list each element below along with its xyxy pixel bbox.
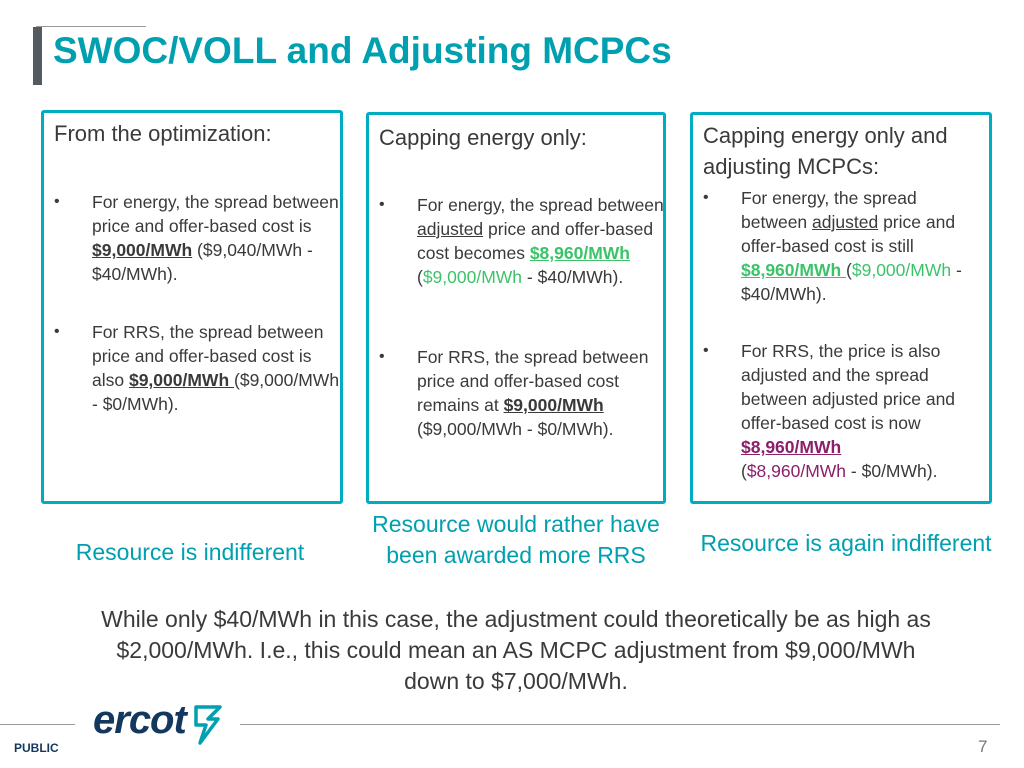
title-accent-bar [33, 27, 42, 85]
bullet-dot: • [379, 196, 385, 213]
bullet-dot: • [54, 193, 60, 210]
slide-title: SWOC/VOLL and Adjusting MCPCs [53, 30, 672, 71]
classification-label: PUBLIC [14, 741, 59, 755]
ercot-logo: ercot [93, 698, 187, 742]
caption-indifferent: Resource is indifferent [75, 539, 305, 565]
bullet-dot: • [379, 348, 385, 365]
ercot-bolt-icon [194, 705, 222, 745]
summary-note: While only $40/MWh in this case, the adj… [101, 606, 931, 694]
box-heading: Capping energy only: [379, 125, 587, 150]
caption-rather-rrs: Resource would rather have been awarded … [372, 511, 660, 568]
value-highlight: $8,960/MWh [529, 243, 631, 263]
top-rule [36, 26, 146, 27]
value-highlight: $9,000/MWh [92, 240, 193, 260]
adjusting-mcpcs-box: Capping energy only and adjusting MCPCs:… [690, 112, 992, 504]
box-heading: Capping energy only and adjusting MCPCs: [703, 123, 948, 179]
value-highlight: $9,000/MWh [128, 370, 235, 390]
box-heading: From the optimization: [54, 121, 272, 146]
capping-energy-box: Capping energy only: • For energy, the s… [366, 112, 666, 504]
optimization-box: From the optimization: • For energy, the… [41, 110, 343, 504]
value-highlight: $9,000/MWh [503, 395, 604, 415]
bullet-dot: • [703, 342, 709, 359]
footer-rule [0, 724, 75, 725]
bullet-dot: • [703, 189, 709, 206]
bullet-dot: • [54, 323, 60, 340]
value-highlight: $8,960/MWh [741, 260, 847, 280]
footer-rule [240, 724, 1000, 725]
caption-again-indifferent: Resource is again indifferent [700, 530, 992, 556]
value-highlight: $8,960/MWh [741, 437, 842, 457]
page-number: 7 [978, 737, 988, 756]
